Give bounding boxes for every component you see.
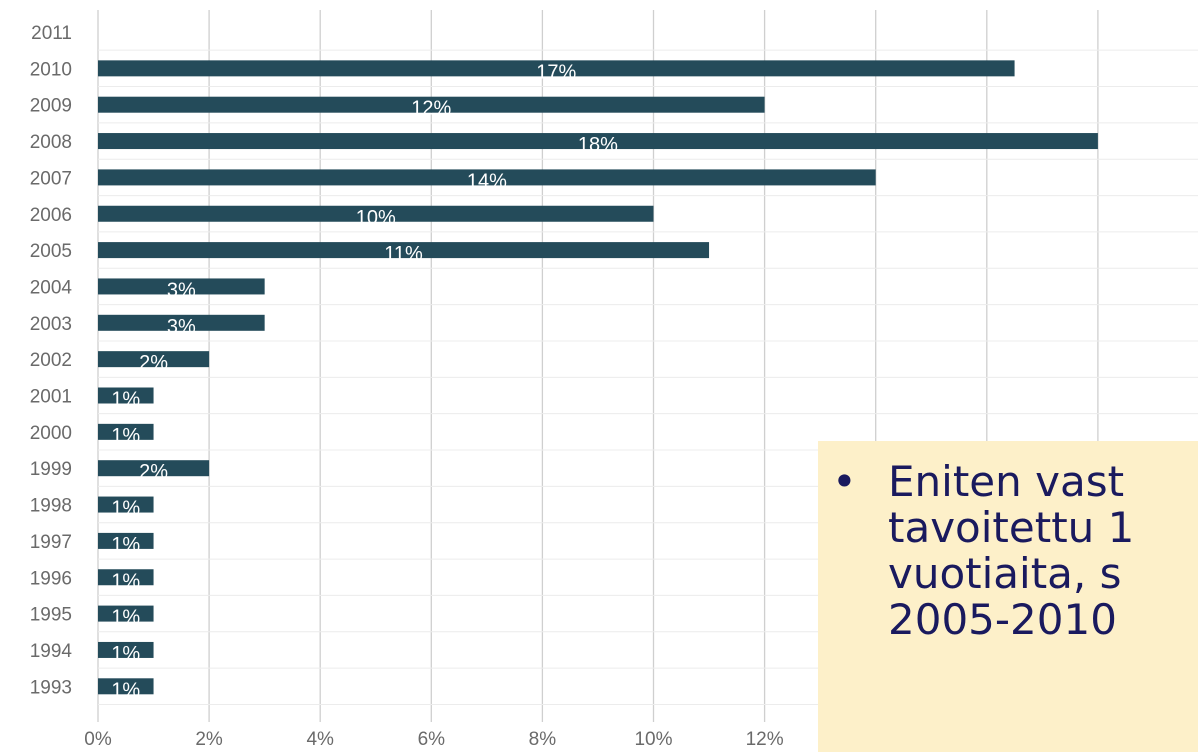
y-tick-1999: 1999: [30, 459, 72, 480]
data-label-1993: 1%: [111, 679, 140, 701]
x-tick-5: 10%: [634, 729, 672, 750]
y-tick-1995: 1995: [30, 605, 72, 626]
data-label-1998: 1%: [111, 498, 140, 520]
x-tick-3: 6%: [418, 729, 446, 750]
data-label-2008: 18%: [578, 134, 618, 156]
y-tick-2000: 2000: [30, 423, 72, 444]
bar-1999: [98, 460, 210, 477]
bar-2003: [98, 314, 265, 331]
bar-2002: [98, 351, 210, 368]
callout-box: • Eniten vast tavoitettu 1 vuotiaita, s …: [818, 441, 1198, 752]
bar-1997: [98, 532, 154, 549]
bar-2005: [98, 242, 710, 259]
y-tick-2009: 2009: [30, 96, 72, 117]
x-tick-6: 12%: [746, 729, 784, 750]
callout-text: Eniten vast tavoitettu 1 vuotiaita, s 20…: [888, 459, 1134, 643]
data-label-2006: 10%: [356, 207, 396, 229]
callout-line-1: Eniten vast: [888, 457, 1125, 506]
data-label-1996: 1%: [111, 570, 140, 592]
callout-line-4: 2005-2010: [888, 595, 1117, 644]
y-tick-2004: 2004: [30, 277, 73, 298]
data-label-2010: 17%: [536, 61, 576, 83]
data-label-1994: 1%: [111, 643, 140, 665]
bar-2000: [98, 423, 154, 440]
bar-2009: [98, 96, 765, 113]
bar-1994: [98, 641, 154, 658]
data-label-2007: 14%: [467, 170, 507, 192]
y-tick-1997: 1997: [30, 532, 72, 553]
y-tick-2005: 2005: [30, 241, 72, 262]
y-tick-2008: 2008: [30, 132, 72, 153]
data-label-2005: 11%: [384, 243, 423, 265]
callout-line-2: tavoitettu 1: [888, 503, 1135, 552]
data-label-2004: 3%: [167, 279, 196, 301]
bullet-glyph: •: [832, 457, 857, 506]
bar-1993: [98, 678, 154, 695]
data-labels: 17% 12% 18% 14% 10% 11% 3% 3% 2% 1% 1% 2% 1% 1% 1% 1% 1%…: [111, 61, 618, 701]
y-tick-1994: 1994: [30, 641, 73, 662]
data-label-1997: 1%: [111, 534, 140, 556]
bar-2001: [98, 387, 154, 404]
y-tick-1993: 1993: [30, 677, 72, 698]
y-tick-2007: 2007: [30, 168, 72, 189]
y-tick-2006: 2006: [30, 205, 72, 226]
x-tick-4: 8%: [529, 729, 557, 750]
bar-2006: [98, 205, 654, 222]
callout-line-3: vuotiaita, s: [888, 549, 1122, 598]
y-tick-2002: 2002: [30, 350, 72, 371]
data-label-2000: 1%: [111, 425, 140, 447]
y-tick-1996: 1996: [30, 568, 72, 589]
y-tick-1998: 1998: [30, 496, 72, 517]
callout-bullet-item: • Eniten vast tavoitettu 1 vuotiaita, s …: [832, 459, 1198, 643]
x-tick-1: 2%: [195, 729, 223, 750]
y-tick-2001: 2001: [30, 387, 72, 408]
bar-2007: [98, 169, 876, 186]
y-tick-2011: 2011: [31, 23, 72, 44]
bar-2010: [98, 60, 1015, 77]
data-label-2002: 2%: [139, 352, 168, 374]
bar-2004: [98, 278, 265, 295]
bar-1995: [98, 605, 154, 622]
bar-2008: [98, 133, 1098, 150]
x-axis-tick-labels: 0% 2% 4% 6% 8% 10% 12%: [84, 729, 783, 750]
x-tick-0: 0%: [84, 729, 112, 750]
bar-1998: [98, 496, 154, 513]
bar-series: [98, 60, 1098, 695]
data-label-2003: 3%: [167, 316, 196, 338]
data-label-2009: 12%: [411, 98, 451, 120]
y-tick-2010: 2010: [30, 59, 72, 80]
data-label-1999: 2%: [139, 461, 168, 483]
data-label-1995: 1%: [111, 607, 140, 629]
x-tick-2: 4%: [306, 729, 334, 750]
data-label-2001: 1%: [111, 389, 140, 411]
y-axis-tick-labels: 2011 2010 2009 2008 2007 2006 2005 2004 2003 2002…: [30, 23, 73, 698]
y-tick-2003: 2003: [30, 314, 72, 335]
bar-1996: [98, 569, 154, 586]
